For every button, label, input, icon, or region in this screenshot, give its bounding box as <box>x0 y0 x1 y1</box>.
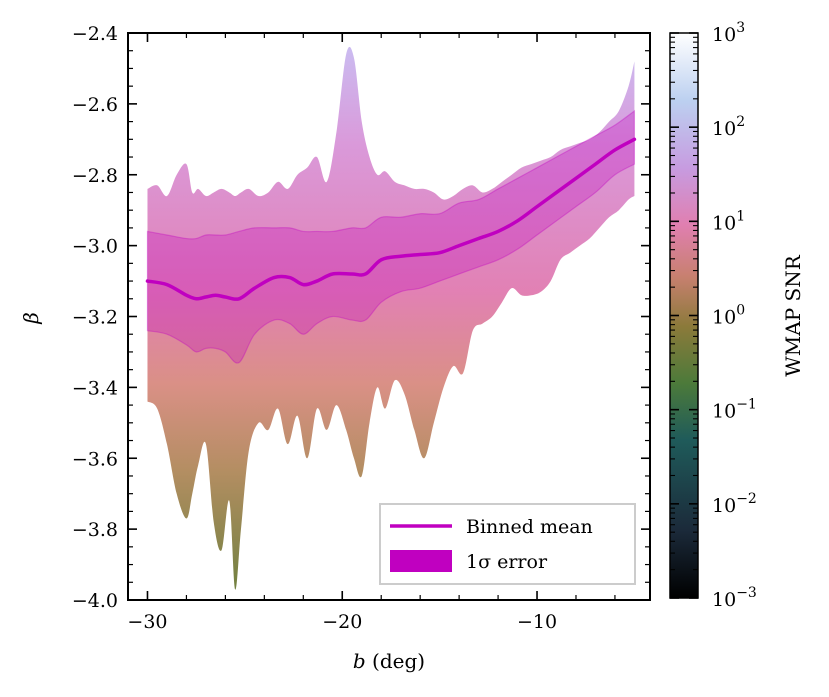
colorbar-tick-base: 10 <box>712 307 736 329</box>
x-tick-label: −30 <box>127 611 167 633</box>
colorbar-tick-base: 10 <box>712 401 736 423</box>
colorbar-tick-label: 10−2 <box>712 491 757 517</box>
y-tick-label: −2.8 <box>72 165 118 187</box>
colorbar-tick-exponent: 3 <box>736 20 745 36</box>
plot-clip-group <box>145 46 637 590</box>
colorbar-tick-base: 10 <box>712 24 736 46</box>
axes: −30 −20 −10 −4.0 −3.8 −3.6 −3.4 −3.2 −3.0 −2.8 −2.… <box>72 23 651 633</box>
y-tick-label: −4.0 <box>72 590 118 612</box>
colorbar-tick-exponent: 2 <box>736 114 745 130</box>
colorbar-tick-label: 103 <box>712 20 745 46</box>
colorbar-tick-base: 10 <box>712 589 736 611</box>
plot-area <box>145 46 637 590</box>
y-tick-label: −3.6 <box>72 448 118 470</box>
colorbar-tick-label: 101 <box>712 208 745 234</box>
y-tick-label: −3.4 <box>72 377 118 399</box>
sigma-error-band <box>146 109 636 364</box>
x-axis-title-unit: (deg) <box>366 649 425 673</box>
x-tick-label: −20 <box>322 611 362 633</box>
colorbar-tick-exponent: 1 <box>736 208 745 224</box>
colorbar-tick-label: 10−1 <box>712 397 757 423</box>
y-tick-label: −3.0 <box>72 236 118 258</box>
colorbar-tick-exponent: −3 <box>736 585 757 601</box>
colorbar-tick-base: 10 <box>712 118 736 140</box>
snr-scatter-envelope <box>147 46 635 590</box>
colorbar-tick-base: 10 <box>712 495 736 517</box>
legend-sigma-label: 1σ error <box>466 551 548 573</box>
colorbar-tick-exponent: −1 <box>736 397 757 413</box>
legend-sigma-swatch <box>390 550 452 572</box>
colorbar-tick-label: 102 <box>712 114 745 140</box>
colorbar-tick-label: 100 <box>712 303 745 329</box>
y-tick-label: −3.2 <box>72 307 118 329</box>
y-tick-label: −2.6 <box>72 94 118 116</box>
colorbar-tick-exponent: −2 <box>736 491 757 507</box>
colorbar-tick-exponent: 0 <box>736 303 745 319</box>
colorbar-tick-label: 10−3 <box>712 585 757 611</box>
legend: Binned mean 1σ error <box>379 503 636 585</box>
y-tick-label: −3.8 <box>72 519 118 541</box>
colorbar-tick-base: 10 <box>712 212 736 234</box>
x-axis-title: b (deg) <box>353 649 425 673</box>
legend-mean-label: Binned mean <box>466 516 593 538</box>
x-axis-title-var: b <box>353 649 366 673</box>
colorbar-label: WMAP SNR <box>781 254 805 376</box>
binned-mean-line <box>145 137 637 301</box>
x-tick-label: −10 <box>517 611 557 633</box>
y-tick-label: −2.4 <box>72 23 118 45</box>
y-axis-title: β <box>19 312 43 325</box>
